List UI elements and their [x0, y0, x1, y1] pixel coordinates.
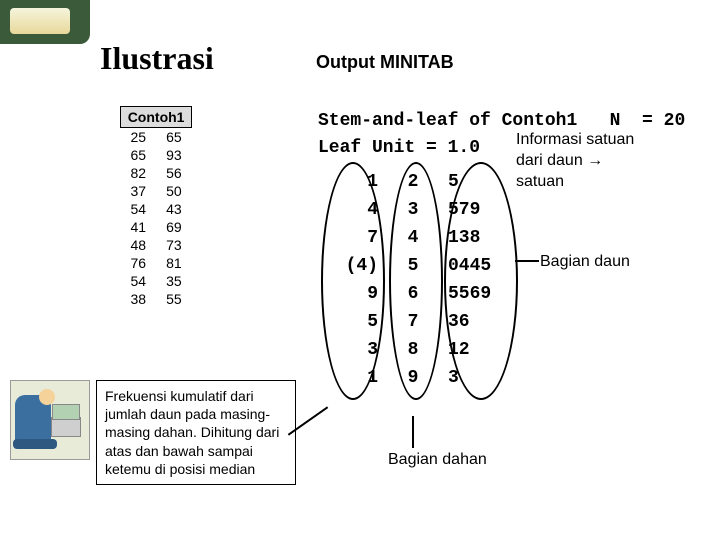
table-cell: 76: [121, 254, 157, 272]
table-row: 3855: [121, 290, 192, 308]
cumulative-value: 5: [318, 309, 390, 336]
stemleaf-row: 3812: [318, 336, 685, 364]
page-subtitle: Output MINITAB: [316, 52, 454, 73]
chalk-decoration: [0, 0, 90, 44]
table-cell: 50: [156, 182, 192, 200]
table-cell: 65: [121, 146, 157, 164]
page-title: Ilustrasi: [100, 40, 214, 77]
annotation-text: satuan: [516, 173, 564, 190]
annotation-text: dari daun →: [516, 152, 603, 169]
stem-value: 5: [390, 253, 436, 280]
table-row: 5435: [121, 272, 192, 290]
mascot-image: [10, 380, 90, 460]
cumulative-value: 1: [318, 169, 390, 196]
table-cell: 54: [121, 272, 157, 290]
leaf-value: 5: [436, 169, 459, 196]
stem-value: 7: [390, 309, 436, 336]
table-row: 4169: [121, 218, 192, 236]
table-row: 3750: [121, 182, 192, 200]
stemleaf-row: (4)50445: [318, 252, 685, 280]
table-cell: 38: [121, 290, 157, 308]
leaf-value: 0445: [436, 253, 491, 280]
leaf-value: 579: [436, 197, 480, 224]
connector-line: [412, 416, 414, 448]
stemleaf-row: 193: [318, 364, 685, 392]
cumulative-value: 9: [318, 281, 390, 308]
annotation-text: Informasi satuan: [516, 131, 634, 148]
table-cell: 65: [156, 128, 192, 147]
table-cell: 43: [156, 200, 192, 218]
stem-value: 6: [390, 281, 436, 308]
table-header: Contoh1: [121, 107, 192, 128]
table-cell: 35: [156, 272, 192, 290]
table-row: 5443: [121, 200, 192, 218]
table-cell: 93: [156, 146, 192, 164]
table-cell: 69: [156, 218, 192, 236]
table-cell: 37: [121, 182, 157, 200]
annotation-cumulative-box: Frekuensi kumulatif dari jumlah daun pad…: [96, 380, 296, 485]
table-row: 6593: [121, 146, 192, 164]
leaf-value: 5569: [436, 281, 491, 308]
cumulative-value: 3: [318, 337, 390, 364]
leaf-value: 138: [436, 225, 480, 252]
table-cell: 48: [121, 236, 157, 254]
annotation-leaf-part: Bagian daun: [540, 252, 630, 273]
stem-value: 3: [390, 197, 436, 224]
stemleaf-row: 5736: [318, 308, 685, 336]
leaf-value: 3: [436, 365, 459, 392]
table-row: 4873: [121, 236, 192, 254]
table-cell: 56: [156, 164, 192, 182]
cumulative-value: 1: [318, 365, 390, 392]
table-cell: 82: [121, 164, 157, 182]
connector-line: [515, 260, 539, 262]
table-row: 7681: [121, 254, 192, 272]
leaf-value: 12: [436, 337, 470, 364]
table-cell: 41: [121, 218, 157, 236]
annotation-stem-part: Bagian dahan: [388, 450, 487, 471]
stem-value: 4: [390, 225, 436, 252]
table-cell: 73: [156, 236, 192, 254]
stem-value: 9: [390, 365, 436, 392]
stemleaf-row: 43579: [318, 196, 685, 224]
leaf-value: 36: [436, 309, 470, 336]
annotation-unit-info: Informasi satuan dari daun → satuan: [516, 130, 634, 192]
cumulative-value: 4: [318, 197, 390, 224]
table-cell: 55: [156, 290, 192, 308]
stem-value: 8: [390, 337, 436, 364]
table-cell: 81: [156, 254, 192, 272]
stemleaf-row: 74138: [318, 224, 685, 252]
data-table: Contoh1 25656593825637505443416948737681…: [120, 106, 192, 308]
stemleaf-row: 965569: [318, 280, 685, 308]
table-cell: 25: [121, 128, 157, 147]
table-row: 8256: [121, 164, 192, 182]
table-row: 2565: [121, 128, 192, 147]
cumulative-value: (4): [318, 253, 390, 280]
stem-value: 2: [390, 169, 436, 196]
table-cell: 54: [121, 200, 157, 218]
cumulative-value: 7: [318, 225, 390, 252]
